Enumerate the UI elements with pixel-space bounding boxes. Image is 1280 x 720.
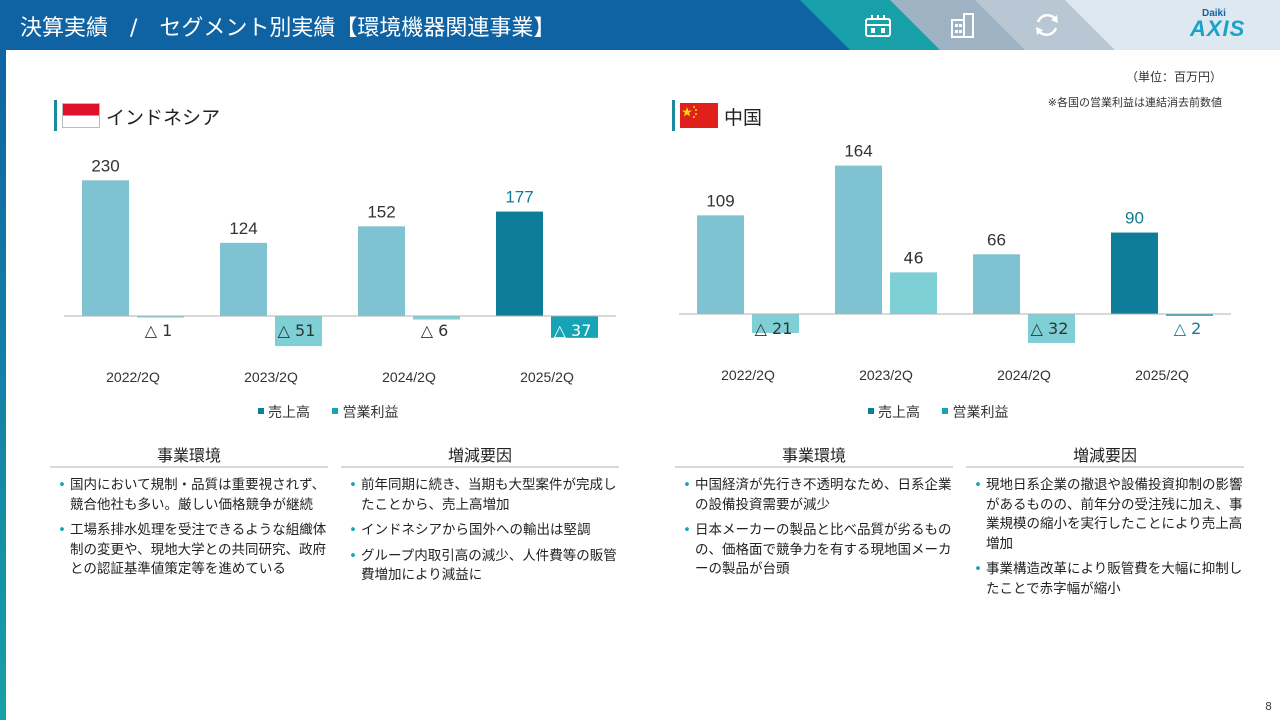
recycle-icon[interactable] — [1030, 8, 1064, 42]
left-accent-strip — [0, 50, 6, 720]
tick-label-2025/2Q: 2025/2Q — [1135, 367, 1189, 383]
header-bar: 決算実績 / セグメント別実績【環境機器関連事業】 Daiki AXIS — [0, 0, 1280, 50]
page-title: 決算実績 / セグメント別実績【環境機器関連事業】 — [20, 16, 556, 41]
label-profit-2025/2Q: △ 2 — [1174, 319, 1202, 338]
tick-label-2023/2Q: 2023/2Q — [244, 369, 298, 385]
bar-profit-2022/2Q — [137, 316, 184, 318]
bar-profit-2023/2Q — [890, 272, 937, 314]
region-heading-indonesia: インドネシア — [54, 100, 354, 131]
region-heading-china: 中国 — [672, 100, 972, 131]
bullet-item: 事業構造改革により販管費を大幅に抑制したことで赤字幅が縮小 — [966, 560, 1244, 599]
label-profit-2024/2Q: △ 6 — [421, 321, 449, 340]
bar-profit-2025/2Q — [551, 316, 598, 338]
legend-item-profit: 営業利益 — [332, 402, 398, 422]
bar-sales-2022/2Q — [82, 180, 129, 316]
bar-profit-2024/2Q — [1028, 314, 1075, 343]
bullet-item: 前年同期に続き、当期も大型案件が完成したことから、売上高増加 — [341, 476, 619, 515]
column-heading: 事業環境 — [675, 442, 953, 468]
heading-accent-bar — [54, 100, 57, 131]
bar-sales-2025/2Q — [496, 211, 543, 316]
unit-note: （単位：百万円） — [1125, 70, 1222, 84]
page-number: 8 — [1265, 700, 1272, 713]
bar-sales-2023/2Q — [835, 165, 882, 314]
bar-profit-2024/2Q — [413, 316, 460, 320]
bullet-item: 日本メーカーの製品と比べ品質が劣るものの、価格面で競争力を有する現地国メーカーの… — [675, 521, 953, 580]
label-sales-2023/2Q: 164 — [844, 142, 872, 161]
label-profit-2024/2Q: △ 32 — [1031, 319, 1069, 338]
column-heading: 増減要因 — [341, 442, 619, 468]
label-profit-2022/2Q: △ 1 — [145, 321, 173, 340]
bullet-item: インドネシアから国外への輸出は堅調 — [341, 521, 619, 541]
legend-item-profit: 営業利益 — [942, 402, 1008, 422]
legend-swatch-profit — [942, 408, 949, 414]
label-sales-2025/2Q: 90 — [1125, 209, 1144, 228]
legend-item-sales: 売上高 — [868, 402, 920, 422]
region-name: 中国 — [724, 107, 763, 129]
indonesia-flag-icon — [62, 103, 100, 128]
bar-sales-2022/2Q — [697, 215, 744, 314]
label-sales-2022/2Q: 230 — [91, 156, 119, 175]
label-profit-2025/2Q: △ 37 — [554, 321, 592, 340]
label-profit-2023/2Q: △ 51 — [278, 321, 316, 340]
column-heading: 増減要因 — [966, 442, 1244, 468]
bar-profit-2022/2Q — [752, 314, 799, 334]
bar-sales-2023/2Q — [220, 242, 267, 316]
tick-label-2025/2Q: 2025/2Q — [520, 369, 574, 385]
legend-swatch-sales — [868, 408, 874, 414]
label-sales-2024/2Q: 152 — [367, 202, 395, 221]
bullet-item: 中国経済が先行き不透明なため、日系企業の設備投資需要が減少 — [675, 476, 953, 515]
bar-profit-2025/2Q — [1166, 314, 1213, 316]
label-sales-2023/2Q: 124 — [229, 219, 257, 238]
factory-icon[interactable] — [861, 8, 895, 42]
building-icon[interactable] — [945, 8, 979, 42]
consolidation-note: ※各国の営業利益は連結消去前数値 — [1047, 96, 1222, 109]
legend-indonesia: 売上高 営業利益 — [258, 402, 416, 422]
legend-swatch-profit — [332, 408, 339, 414]
label-profit-2023/2Q: 46 — [903, 248, 923, 267]
bar-sales-2025/2Q — [1111, 232, 1158, 314]
bullet-item: 工場系排水処理を受注できるような組織体制の変更や、現地大学との共同研究、政府との… — [50, 521, 328, 580]
legend-item-sales: 売上高 — [258, 402, 310, 422]
bar-profit-2023/2Q — [275, 316, 322, 347]
china-flag-icon — [680, 103, 718, 128]
column-heading: 事業環境 — [50, 442, 328, 468]
tick-label-2023/2Q: 2023/2Q — [859, 367, 913, 383]
label-sales-2022/2Q: 109 — [706, 191, 734, 210]
bullet-item: グループ内取引高の減少、人件費等の販管費増加により減益に — [341, 547, 619, 586]
tick-label-2022/2Q: 2022/2Q — [106, 369, 160, 385]
legend-swatch-sales — [258, 408, 264, 414]
company-logo: Daiki AXIS — [1190, 8, 1246, 41]
legend-china: 売上高 営業利益 — [868, 402, 1026, 422]
china-business-environment: 事業環境 中国経済が先行き不透明なため、日系企業の設備投資需要が減少 日本メーカ… — [675, 442, 953, 586]
label-profit-2022/2Q: △ 21 — [755, 319, 793, 338]
indonesia-business-environment: 事業環境 国内において規制・品質は重要視されず、競合他社も多い。厳しい価格競争が… — [50, 442, 328, 586]
tick-label-2024/2Q: 2024/2Q — [997, 367, 1051, 383]
bullet-item: 国内において規制・品質は重要視されず、競合他社も多い。厳しい価格競争が継続 — [50, 476, 328, 515]
tick-label-2024/2Q: 2024/2Q — [382, 369, 436, 385]
china-change-factors: 増減要因 現地日系企業の撤退や設備投資抑制の影響があるものの、前年分の受注残に加… — [966, 442, 1244, 605]
label-sales-2024/2Q: 66 — [987, 230, 1006, 249]
bar-sales-2024/2Q — [358, 226, 405, 316]
region-name: インドネシア — [106, 107, 221, 129]
bullet-item: 現地日系企業の撤退や設備投資抑制の影響があるものの、前年分の受注残に加え、事業規… — [966, 476, 1244, 554]
bar-sales-2024/2Q — [973, 254, 1020, 314]
heading-accent-bar — [672, 100, 675, 131]
indonesia-change-factors: 増減要因 前年同期に続き、当期も大型案件が完成したことから、売上高増加 インドネ… — [341, 442, 619, 592]
tick-label-2022/2Q: 2022/2Q — [721, 367, 775, 383]
label-sales-2025/2Q: 177 — [505, 188, 533, 207]
